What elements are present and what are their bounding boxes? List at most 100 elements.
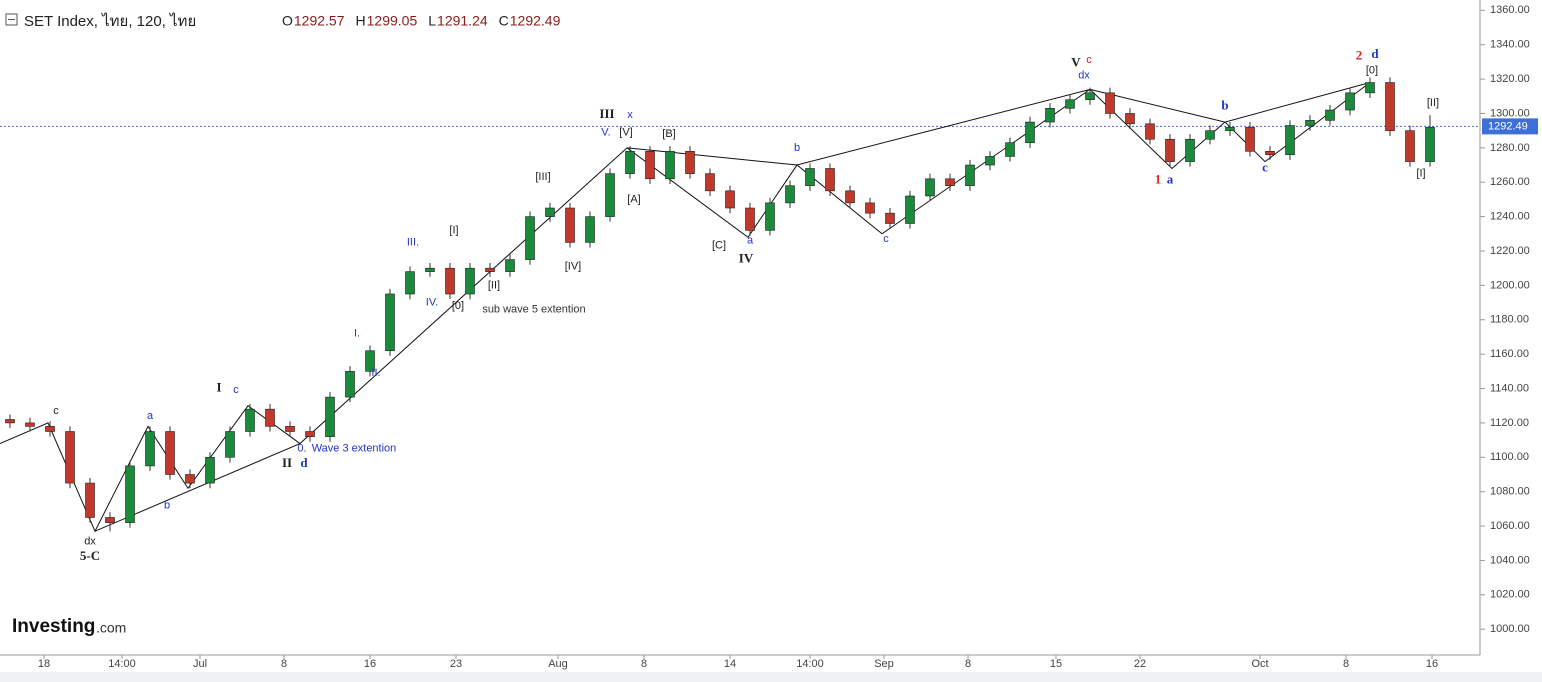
candle-body [1405, 130, 1415, 162]
wave-label: c [1262, 159, 1268, 174]
x-tick-label: 14:00 [796, 658, 824, 670]
candle-body [705, 173, 715, 192]
y-tick-label: 1300.00 [1490, 107, 1530, 119]
x-tick-label: 8 [1343, 658, 1349, 670]
wave-label: [I] [449, 224, 458, 236]
chart-title: SET Index, ไทย, 120, ไทย [24, 12, 196, 30]
x-tick-label: Oct [1251, 658, 1268, 670]
wave-label: II [282, 455, 292, 470]
wave-label: Wave 3 extention [312, 443, 397, 455]
y-tick-label: 1040.00 [1490, 554, 1530, 566]
candle-body [785, 185, 795, 204]
x-tick-label: Jul [193, 658, 207, 670]
y-tick-label: 1260.00 [1490, 176, 1530, 188]
x-tick-label: 18 [38, 658, 50, 670]
candle-body [345, 371, 355, 398]
wave-label: b [164, 499, 170, 511]
wave-line [94, 88, 1091, 532]
ohlc-key: C [499, 13, 509, 29]
candle-body [245, 408, 255, 432]
y-tick-label: 1120.00 [1490, 417, 1529, 429]
candle-body [585, 216, 595, 243]
y-tick-label: 1140.00 [1490, 382, 1529, 394]
candle-body [1305, 120, 1315, 126]
wave-label: dx [1078, 70, 1090, 82]
candle-body [905, 195, 915, 224]
candle-body [1005, 142, 1015, 157]
wave-label: d [1371, 46, 1379, 61]
ohlc-value: 1299.05 [367, 13, 418, 29]
y-tick-label: 1220.00 [1490, 245, 1530, 257]
wave-label: a [1167, 171, 1174, 186]
last-price-label: 1292.49 [1488, 120, 1528, 132]
wave-label: b [794, 142, 800, 154]
ohlc-key: O [282, 13, 293, 29]
candle-body [625, 150, 635, 174]
candle-body [1385, 82, 1395, 131]
y-tick-label: 1320.00 [1490, 73, 1530, 85]
candle-body [1045, 108, 1055, 123]
candle-body [425, 267, 435, 272]
wave-label: d [300, 455, 308, 470]
wave-label: c [53, 405, 59, 417]
logo-suffix: .com [96, 620, 126, 636]
collapse-icon[interactable] [5, 13, 18, 26]
wave-label: [A] [627, 193, 640, 205]
candle-body [1365, 82, 1375, 94]
wave-label: 1 [1155, 171, 1162, 186]
y-tick-label: 1280.00 [1490, 142, 1530, 154]
candle-body [565, 207, 575, 243]
y-tick-label: 1060.00 [1490, 520, 1530, 532]
candle-body [765, 202, 775, 231]
wave-label: IV [739, 251, 754, 266]
candle-body [545, 207, 555, 217]
candle-body [5, 419, 15, 424]
wave-label: a [147, 410, 154, 422]
wave-label: I. [354, 327, 360, 339]
wave-line [626, 82, 1371, 170]
candle-body [225, 431, 235, 458]
candle-body [1425, 126, 1435, 162]
wave-label: x [627, 109, 633, 121]
x-tick-label: 23 [450, 658, 462, 670]
candle-body [505, 259, 515, 272]
candle-body [1205, 130, 1215, 140]
candle-body [1345, 92, 1355, 111]
candle-body [1265, 150, 1275, 156]
y-tick-label: 1080.00 [1490, 486, 1530, 498]
wave-label: dx [84, 535, 96, 547]
candle-body [685, 150, 695, 174]
wave-label: III [599, 106, 614, 121]
wave-label: V. [601, 126, 610, 138]
candle-body [165, 431, 175, 475]
ohlc-key: H [356, 13, 366, 29]
wave-label: II. [371, 367, 380, 379]
wave-label: c [233, 384, 239, 396]
candle-body [85, 482, 95, 518]
candle-body [1085, 92, 1095, 101]
candle-body [825, 168, 835, 192]
last-price-box [1482, 118, 1538, 135]
candle-body [865, 202, 875, 214]
candle-body [1325, 109, 1335, 121]
x-tick-label: 16 [364, 658, 376, 670]
y-tick-label: 1240.00 [1490, 211, 1530, 223]
candle-body [1185, 138, 1195, 162]
ohlc-value: 1291.24 [437, 13, 488, 29]
x-tick-label: 22 [1134, 658, 1146, 670]
y-tick-label: 1360.00 [1490, 4, 1530, 16]
candle-body [385, 293, 395, 352]
candle-body [885, 212, 895, 224]
wave-label: IV. [426, 296, 438, 308]
candle-body [665, 150, 675, 180]
wave-label: [C] [712, 240, 726, 252]
x-tick-label: 8 [281, 658, 287, 670]
candle-body [1225, 126, 1235, 131]
candle-body [925, 178, 935, 197]
wave-label: c [1086, 54, 1092, 66]
candle-body [445, 267, 455, 295]
candle-body [325, 396, 335, 437]
candle-body [1025, 121, 1035, 143]
candle-body [1165, 138, 1175, 162]
